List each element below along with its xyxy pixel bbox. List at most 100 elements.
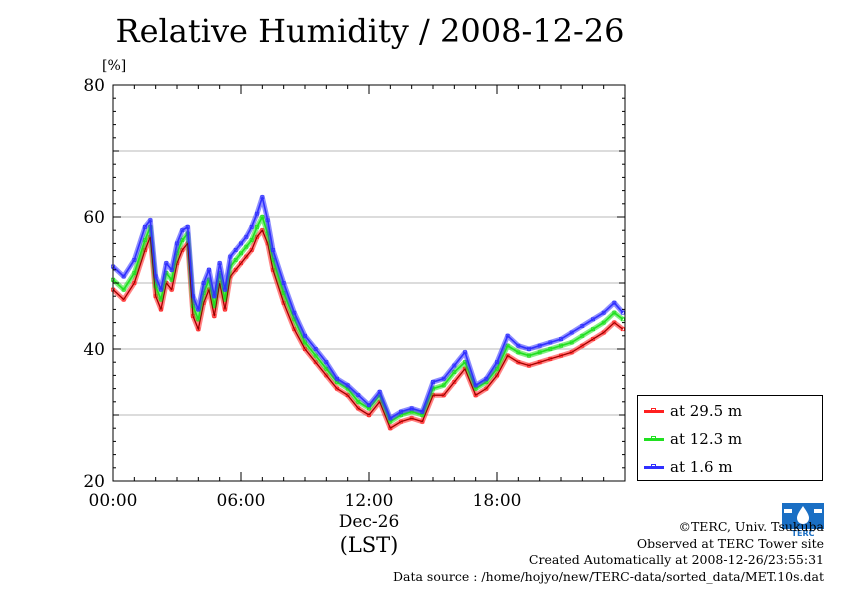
data-point (180, 228, 185, 233)
data-point (601, 330, 606, 335)
data-point (292, 310, 297, 315)
data-point (132, 271, 137, 276)
data-point (265, 218, 270, 223)
data-point (196, 307, 201, 312)
data-point (255, 224, 259, 229)
series-line (112, 216, 624, 423)
copyright-text: ©TERC, Univ. Tsukuba (678, 519, 824, 534)
data-point (409, 416, 414, 421)
data-point (233, 248, 238, 252)
data-point (527, 353, 531, 358)
data-point (196, 317, 201, 322)
data-point (601, 310, 606, 315)
data-point (292, 327, 297, 332)
data-point (271, 248, 275, 252)
data-point (495, 373, 499, 378)
data-point (620, 310, 625, 315)
data-point (121, 287, 126, 292)
data-point (420, 409, 425, 414)
data-point (377, 389, 382, 394)
data-point (249, 248, 254, 252)
x-tick-label: 12:00 (345, 491, 394, 511)
data-point (620, 317, 625, 322)
data-point (223, 287, 227, 292)
data-point (441, 383, 446, 388)
data-point (143, 224, 147, 229)
data-point (356, 406, 361, 411)
series-0-core-line (112, 229, 624, 429)
data-point (217, 261, 222, 266)
x-axis-label: (LST) (340, 533, 399, 557)
data-point (260, 215, 265, 219)
data-point (356, 393, 361, 398)
data-point (356, 399, 361, 404)
data-point (249, 238, 254, 243)
data-point (537, 350, 542, 355)
data-point (132, 281, 137, 285)
data-point (463, 350, 467, 355)
y-axis-label: [%] (102, 58, 126, 74)
data-point (537, 343, 542, 348)
data-point (345, 383, 350, 388)
y-tick-label: 40 (83, 340, 105, 360)
data-point (260, 228, 265, 233)
data-point (612, 300, 617, 305)
data-point (473, 383, 478, 388)
data-point (255, 211, 259, 216)
data-point (228, 254, 233, 259)
legend-item-1-6m: at 1.6 m (644, 455, 733, 479)
data-point (281, 281, 286, 285)
data-point (169, 277, 174, 282)
data-point (473, 393, 478, 398)
data-point (335, 376, 339, 381)
data-point (452, 370, 457, 375)
series-2 (111, 194, 625, 421)
data-point (409, 406, 414, 411)
data-point (367, 403, 371, 408)
data-point (239, 251, 243, 256)
legend-swatch-green (644, 435, 664, 441)
data-point (244, 244, 249, 249)
data-point (249, 224, 254, 229)
data-point (121, 274, 126, 279)
legend-item-29-5m: at 29.5 m (644, 399, 742, 423)
logo-text: TERC (792, 529, 815, 537)
data-point (612, 310, 617, 315)
chart-title: Relative Humidity / 2008-12-26 (115, 12, 625, 50)
data-point (580, 333, 585, 338)
data-point (569, 350, 574, 355)
series-band (111, 194, 625, 421)
data-point (569, 330, 574, 335)
data-point (484, 386, 489, 391)
data-point (324, 373, 329, 378)
data-point (121, 297, 126, 302)
data-point (580, 323, 585, 328)
data-point (335, 386, 339, 391)
data-point (431, 380, 435, 384)
footer-info: ©TERC, Univ. Tsukuba Observed at TERC To… (393, 519, 824, 585)
data-point (244, 234, 249, 239)
legend-label: at 29.5 m (670, 402, 743, 420)
data-point (313, 347, 318, 351)
data-point (548, 340, 553, 345)
data-point (601, 320, 606, 325)
data-point (367, 413, 371, 417)
legend: at 29.5 m at 12.3 m at 1.6 m (637, 395, 823, 481)
data-point (591, 337, 595, 342)
data-point (201, 281, 206, 285)
y-tick-label: 20 (83, 472, 105, 492)
data-point (527, 347, 531, 351)
data-point (505, 353, 510, 358)
x-tick-label: 06:00 (217, 491, 266, 511)
data-point (244, 254, 249, 259)
data-point (516, 350, 521, 355)
axis-layer: 20 40 60 80 00:00 06:00 12:00 18:00 (83, 76, 626, 511)
data-point (548, 347, 553, 351)
data-point (132, 257, 137, 262)
data-point (148, 218, 153, 223)
data-point (185, 224, 190, 229)
data-point (233, 257, 238, 262)
legend-swatch-red (644, 407, 664, 413)
data-point (399, 419, 403, 424)
